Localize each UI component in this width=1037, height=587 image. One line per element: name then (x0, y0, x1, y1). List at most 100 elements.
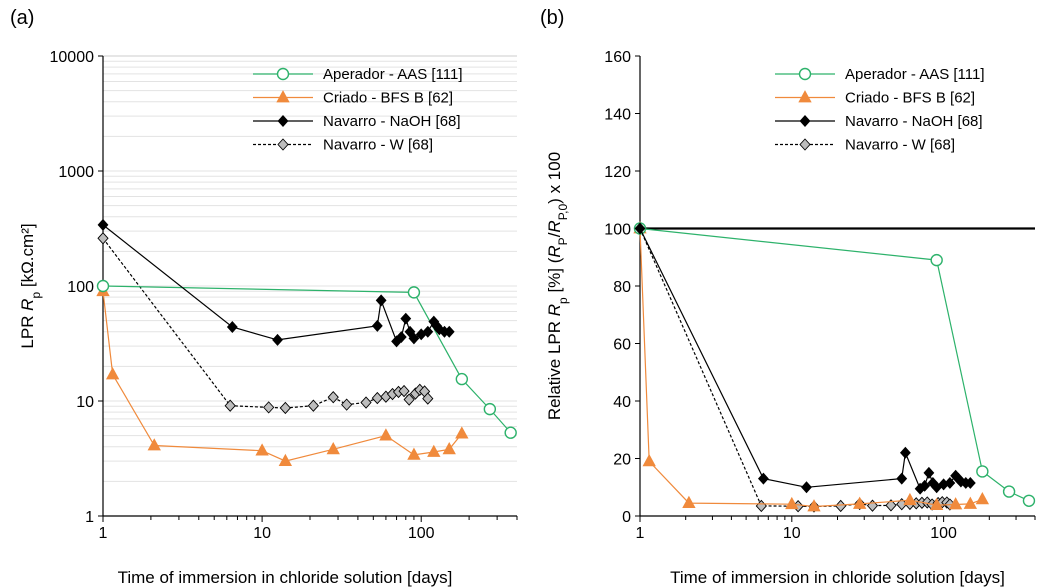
data-point (371, 319, 383, 332)
data-point (97, 232, 109, 245)
legend: Aperador - AAS [111] Criado - BFS B [62] N… (253, 66, 463, 154)
y-tick-label: 80 (613, 279, 631, 296)
x-tick-label: 1 (99, 525, 108, 542)
x-tick-label: 1 (636, 525, 645, 542)
series-1 (633, 221, 990, 512)
y-tick-label: 140 (604, 107, 631, 124)
x-ticks (639, 516, 1036, 522)
legend-label: Criado - BFS B [62] (845, 90, 975, 107)
data-point (97, 218, 109, 231)
data-point (948, 497, 963, 510)
data-point (427, 444, 441, 457)
data-point (801, 481, 812, 494)
legend-marker (799, 138, 811, 151)
series-line (102, 285, 512, 434)
x-tick-label: 10 (253, 525, 271, 542)
y-tick-label: 0 (622, 509, 631, 526)
y-tick-label: 10000 (50, 49, 95, 66)
data-point (455, 372, 469, 386)
data-point (929, 497, 944, 510)
legend-marker (276, 90, 290, 103)
y-label-part: p (29, 292, 43, 299)
y-label-part: LPR (18, 311, 37, 349)
series-0 (96, 279, 517, 439)
y-tick-label: 60 (613, 337, 631, 354)
data-point (272, 333, 283, 346)
data-point (379, 428, 393, 441)
data-point (944, 476, 956, 489)
series-line (639, 228, 971, 490)
data-point (785, 496, 799, 510)
data-point (853, 496, 867, 509)
y-label-part: [%] ( (545, 257, 564, 297)
data-point (930, 253, 943, 267)
y-label-part: R (18, 299, 37, 311)
y-tick-label: 100 (604, 222, 631, 239)
panel-a: 1 10 100 1 10 100 1000 10000 (a) Time of immersio… (10, 7, 518, 587)
data-point (278, 453, 293, 467)
data-point (105, 367, 120, 380)
data-point (422, 392, 434, 405)
data-point (964, 476, 976, 489)
series-line (639, 228, 983, 508)
y-label-part: / (545, 232, 564, 237)
series-line (639, 227, 1030, 502)
data-point (255, 443, 269, 456)
legend-marker (798, 90, 812, 103)
data-point (919, 479, 931, 492)
data-point (398, 384, 410, 398)
x-tick-label: 100 (930, 525, 957, 542)
data-point (903, 492, 917, 506)
y-tick-label: 20 (613, 452, 631, 469)
y-tick-label: 120 (604, 164, 631, 181)
y-tick-label: 40 (613, 394, 631, 411)
data-point (975, 491, 990, 505)
data-point (963, 496, 978, 509)
panel-letter: (b) (540, 7, 564, 29)
data-point (899, 446, 911, 459)
data-point (634, 222, 646, 235)
y-label-part: Relative LPR (545, 316, 564, 420)
data-point (442, 441, 456, 455)
data-point (403, 393, 415, 406)
data-point (371, 391, 383, 405)
data-point (866, 499, 879, 512)
data-point (226, 321, 238, 333)
legend-marker (277, 115, 289, 127)
data-point (408, 332, 420, 345)
series-2 (634, 222, 976, 495)
legend: Aperador - AAS [111] Criado - BFS B [62] N… (775, 66, 985, 154)
y-label-part: [kΩ.cm²] (18, 223, 37, 291)
y-label-part: R (545, 245, 564, 257)
data-point (407, 447, 421, 460)
legend-label: Aperador - AAS [111] (323, 66, 463, 83)
x-axis-label: Time of immersion in chloride solution [… (118, 568, 453, 587)
data-point (807, 499, 821, 512)
y-tick-label: 1000 (58, 164, 94, 181)
legend-label: Navarro - W [68] (845, 137, 955, 154)
y-label-part: R (545, 220, 564, 232)
legend-label: Criado - BFS B [62] (323, 90, 453, 107)
legend-label: Aperador - AAS [111] (845, 66, 985, 83)
data-point (923, 466, 935, 479)
legend-marker (799, 115, 811, 127)
y-axis-label: LPR Rp [kΩ.cm²] (18, 223, 43, 348)
data-point (455, 426, 469, 439)
y-label-part: R (545, 304, 564, 316)
data-point (976, 465, 989, 478)
data-point (642, 454, 656, 467)
data-point (326, 441, 340, 455)
data-point (835, 499, 847, 513)
y-tick-label: 160 (604, 49, 631, 66)
legend-marker (276, 67, 290, 81)
data-point (147, 438, 161, 451)
data-point (263, 401, 275, 414)
y-tick-label: 10 (76, 394, 94, 411)
data-point (395, 331, 407, 343)
legend-marker (277, 138, 289, 151)
data-point (400, 312, 412, 325)
y-label-part: P (556, 237, 570, 245)
data-point (896, 472, 908, 485)
series-3 (634, 222, 956, 513)
